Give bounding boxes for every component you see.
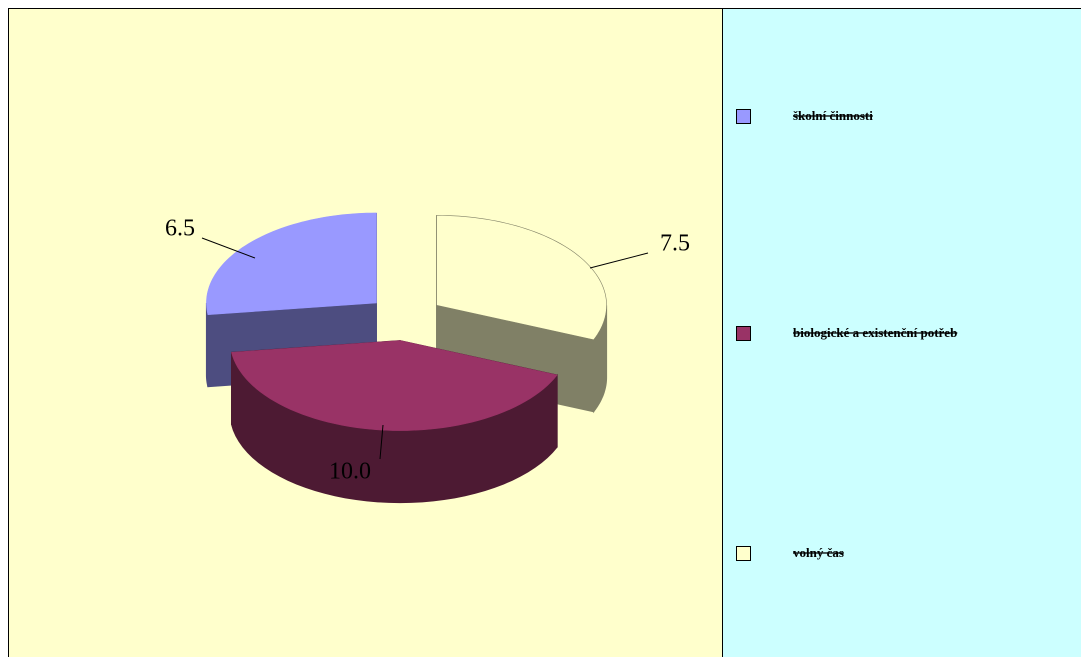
slice xyxy=(436,215,607,341)
legend-label: školní činnosti xyxy=(793,108,873,123)
pie: 6.5 10.0 7.5 xyxy=(165,212,690,504)
leader-line xyxy=(201,237,256,259)
slice-side xyxy=(205,302,209,387)
legend: školní činnosti biologické a existenční p… xyxy=(736,108,957,561)
legend-area xyxy=(722,8,1081,657)
data-label: 7.5 xyxy=(660,231,690,257)
leader-line xyxy=(379,424,384,460)
slice xyxy=(206,212,377,316)
legend-swatch xyxy=(736,326,751,341)
data-label: 6.5 xyxy=(165,216,195,242)
legend-label: volný čas xyxy=(793,545,844,560)
legend-swatch xyxy=(736,109,751,124)
data-label: 10.0 xyxy=(329,459,371,485)
leader-line xyxy=(589,252,649,269)
legend-label: biologické a existenční potřeb xyxy=(793,325,957,340)
slice xyxy=(231,340,558,431)
legend-swatch xyxy=(736,546,751,561)
